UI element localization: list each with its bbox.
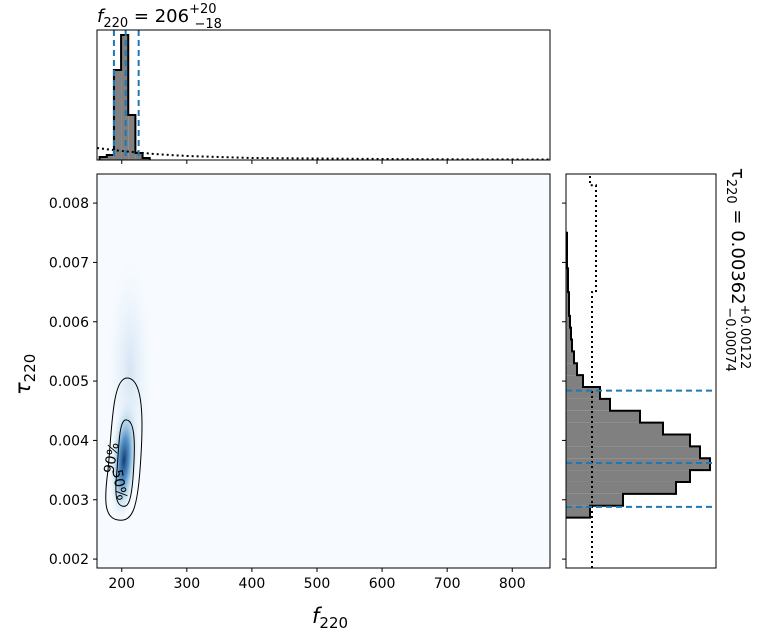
right-title: τ220 = 0.00362+0.00122−0.00074: [722, 168, 752, 372]
right-hist-bar: [566, 327, 571, 340]
top-title: f220 = 206+20 −18: [97, 2, 222, 32]
joint-background: [97, 174, 550, 568]
contour-90: [105, 377, 143, 521]
right-hist-bar: [566, 398, 610, 411]
right-hist-bar: [566, 434, 690, 447]
right-hist-bar: [566, 481, 676, 494]
right-hist-bar: [566, 363, 577, 376]
contour-label: 90%: [101, 441, 122, 474]
top-hist-bar: [113, 70, 122, 160]
x-tick-label: 300: [173, 576, 200, 592]
right-hist-bar: [566, 375, 583, 388]
right-hist-bar: [566, 458, 710, 471]
y-axis-label: τ220: [11, 354, 39, 395]
top-hist-bar: [99, 157, 107, 160]
top-hist-bar: [121, 35, 129, 160]
right-hist-bar: [566, 446, 700, 459]
y-tick-label: 0.008: [49, 196, 89, 212]
density: [105, 260, 152, 522]
y-tick-label: 0.005: [49, 374, 89, 390]
x-tick-label: 400: [239, 576, 266, 592]
x-tick-label: 800: [499, 576, 526, 592]
top-hist-bar: [135, 153, 143, 160]
y-tick-label: 0.006: [49, 315, 89, 331]
right-hist-bar: [566, 339, 572, 352]
right-hist-bar: [566, 303, 569, 316]
top-hist-bar: [128, 115, 136, 160]
y-tick-label: 0.007: [49, 255, 89, 271]
x-axis-label: f220: [312, 604, 348, 632]
top-frame-bg: [97, 30, 550, 160]
top-prior: [96, 147, 551, 161]
right-frame: [565, 173, 717, 569]
right-hist-bar: [566, 351, 574, 364]
x-tick-label: 700: [434, 576, 461, 592]
right-hist-bar: [566, 387, 600, 399]
joint-frame: [96, 173, 551, 569]
right-hist-bar: [566, 470, 690, 482]
right-hist-bar: [566, 505, 590, 518]
right-hist-bar: [566, 493, 623, 506]
contour-label: 50%: [108, 468, 129, 501]
y-tick-label: 0.004: [49, 433, 89, 449]
x-tick-label: 500: [304, 576, 331, 592]
contour-50: [115, 419, 135, 507]
right-hist-bar: [566, 422, 663, 435]
x-tick-label: 200: [108, 576, 135, 592]
top-hist-bar: [106, 155, 114, 160]
x-tick-label: 600: [369, 576, 396, 592]
top-frame: [96, 29, 551, 161]
right-hist-bar: [566, 410, 640, 423]
y-tick-label: 0.002: [49, 552, 89, 568]
right-hist-bar: [566, 315, 570, 328]
y-tick-label: 0.003: [49, 493, 89, 509]
right-hist-bar: [566, 292, 569, 304]
